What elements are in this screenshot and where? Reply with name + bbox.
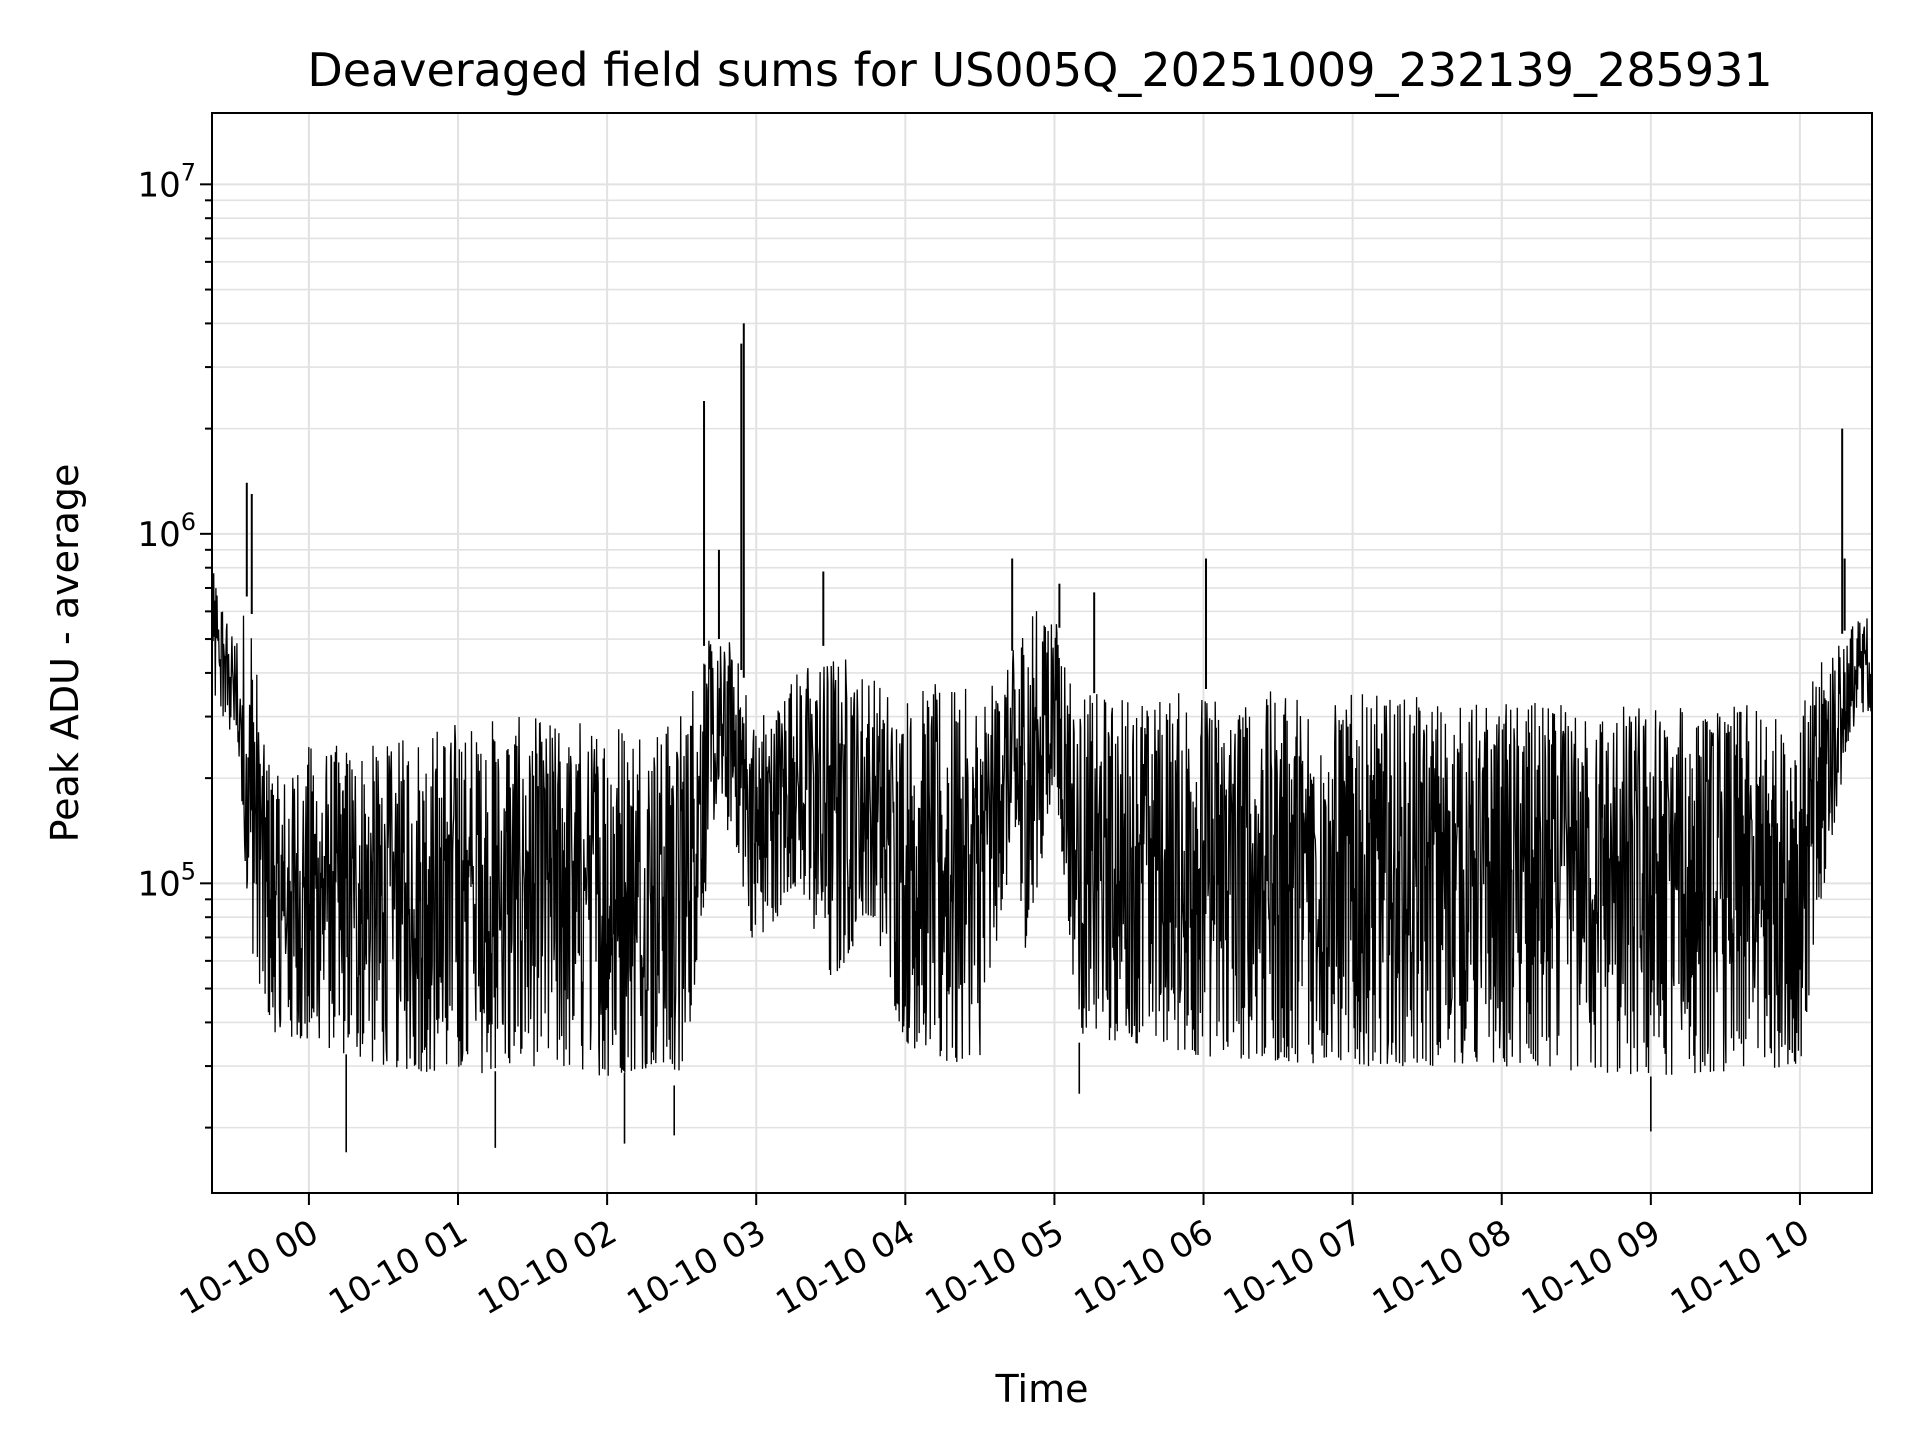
plot-frame	[211, 112, 1873, 1194]
y-tick-label: 107	[137, 158, 196, 205]
chart-title: Deaveraged field sums for US005Q_2025100…	[307, 43, 1772, 97]
y-tick-label: 105	[137, 857, 196, 904]
y-axis-label: Peak ADU - average	[43, 464, 87, 843]
series-line	[211, 573, 1873, 1076]
series-group	[211, 323, 1873, 1153]
x-axis-label: Time	[995, 1367, 1089, 1411]
y-axis-ticks: 105 106 107	[137, 158, 212, 1129]
y-tick-label: 106	[137, 508, 196, 555]
